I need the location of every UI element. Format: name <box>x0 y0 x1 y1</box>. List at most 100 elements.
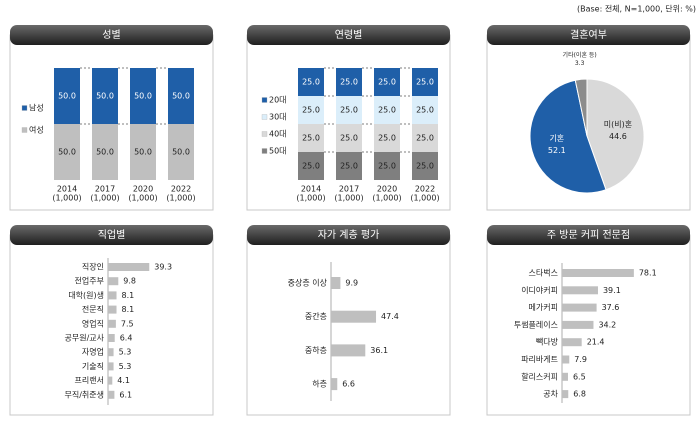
x-tick-note: (1,000) <box>372 194 401 203</box>
value-label: 21.4 <box>587 338 605 347</box>
category-label: 직장인 <box>82 262 104 272</box>
bar <box>562 390 569 399</box>
legend-swatch <box>21 127 28 133</box>
legend-swatch <box>261 97 268 103</box>
value-label: 6.5 <box>573 372 586 381</box>
x-tick-label: 2014 <box>57 185 77 194</box>
panel-tab <box>247 25 450 45</box>
category-label: 할리스커피 <box>521 371 558 381</box>
bar-segment <box>54 124 80 180</box>
bar-segment <box>92 124 118 180</box>
value-label: 25.0 <box>416 134 434 143</box>
x-tick-label: 2020 <box>377 185 397 194</box>
x-tick-note: (1,000) <box>166 194 195 203</box>
bar-segment <box>298 68 324 96</box>
bar-segment <box>336 124 362 152</box>
value-label: 25.0 <box>416 78 434 87</box>
x-tick-label: 2017 <box>339 185 359 194</box>
x-tick-note: (1,000) <box>90 194 119 203</box>
value-label: 47.4 <box>381 312 399 321</box>
value-label: 25.0 <box>378 134 396 143</box>
bar <box>108 334 115 342</box>
bar-segment <box>412 68 438 96</box>
value-label: 25.0 <box>340 106 358 115</box>
value-label: 5.3 <box>119 348 132 357</box>
x-tick-label: 2017 <box>95 185 115 194</box>
pie-slice <box>586 78 645 191</box>
bar-segment <box>168 124 194 180</box>
panel-tab <box>247 225 450 245</box>
bar <box>108 277 119 286</box>
value-label: 50.0 <box>58 92 76 101</box>
panel-title: 성별 <box>102 29 120 41</box>
category-label: 빽다방 <box>536 337 559 347</box>
category-label: 이디야커피 <box>521 285 558 295</box>
slice-value: 3.3 <box>575 60 585 67</box>
category-label: 기술직 <box>82 361 104 371</box>
bar-segment <box>298 96 324 124</box>
bar-segment <box>54 68 80 124</box>
x-tick-note: (1,000) <box>410 194 439 203</box>
bar-segment <box>298 152 324 180</box>
value-label: 8.1 <box>122 305 135 314</box>
bar-segment <box>336 152 362 180</box>
category-label: 하층 <box>312 379 327 389</box>
value-label: 9.9 <box>345 279 358 288</box>
x-tick-label: 2022 <box>171 185 191 194</box>
panel-title: 자가 계층 평가 <box>318 229 380 241</box>
bar-segment <box>412 124 438 152</box>
category-label: 공무원/교사 <box>65 334 105 343</box>
legend-swatch <box>261 148 268 154</box>
bar <box>108 291 117 300</box>
bar-segment <box>130 68 156 124</box>
legend-label: 30대 <box>269 113 287 122</box>
legend-swatch <box>261 131 268 137</box>
slice-value: 52.1 <box>548 146 566 155</box>
category-label: 파리바게트 <box>521 354 558 364</box>
category-label: 대학(원)생 <box>68 290 104 300</box>
category-label: 중간층 <box>305 311 327 321</box>
x-tick-label: 2022 <box>415 185 435 194</box>
value-label: 25.0 <box>302 106 320 115</box>
panel-tab <box>10 25 213 45</box>
panel-tab <box>487 225 690 245</box>
bar-segment <box>374 68 400 96</box>
legend-label: 50대 <box>269 147 287 156</box>
category-label: 중상층 이상 <box>288 278 328 288</box>
value-label: 25.0 <box>378 106 396 115</box>
bar <box>108 319 116 328</box>
bar <box>562 372 568 381</box>
value-label: 50.0 <box>134 92 152 101</box>
category-label: 무직/취준생 <box>65 389 105 399</box>
base-note: (Base: 전체, N=1,000, 단위: %) <box>577 4 696 14</box>
bar <box>331 344 366 357</box>
bar <box>108 390 115 399</box>
bar <box>562 286 598 295</box>
value-label: 78.1 <box>639 269 657 278</box>
category-label: 자영업 <box>82 347 104 357</box>
category-label: 공차 <box>543 390 558 399</box>
x-tick-note: (1,000) <box>128 194 157 203</box>
legend-label: 남성 <box>29 104 44 113</box>
value-label: 50.0 <box>58 148 76 157</box>
category-label: 메가커피 <box>529 303 558 312</box>
slice-label: 미(비)혼 <box>604 119 632 129</box>
pie-slice <box>529 79 607 194</box>
pie-slice <box>574 78 588 137</box>
category-label: 전업주부 <box>75 276 104 286</box>
bar <box>562 320 594 329</box>
legend-label: 40대 <box>269 130 287 139</box>
value-label: 50.0 <box>96 92 114 101</box>
bar <box>331 378 338 391</box>
bar <box>108 376 113 385</box>
value-label: 25.0 <box>340 134 358 143</box>
x-tick-note: (1,000) <box>334 194 363 203</box>
x-tick-note: (1,000) <box>52 194 81 203</box>
value-label: 8.1 <box>122 291 135 300</box>
panel-title: 결혼여부 <box>570 28 607 41</box>
value-label: 25.0 <box>302 134 320 143</box>
category-label: 중하층 <box>305 345 327 355</box>
value-label: 50.0 <box>134 148 152 157</box>
value-label: 25.0 <box>416 106 434 115</box>
